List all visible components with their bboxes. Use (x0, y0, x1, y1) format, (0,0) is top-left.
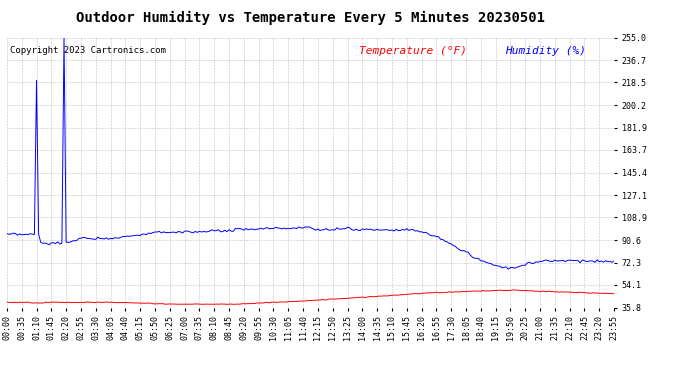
Text: Outdoor Humidity vs Temperature Every 5 Minutes 20230501: Outdoor Humidity vs Temperature Every 5 … (76, 11, 545, 26)
Text: Humidity (%): Humidity (%) (505, 46, 586, 56)
Text: Temperature (°F): Temperature (°F) (359, 46, 467, 56)
Text: Copyright 2023 Cartronics.com: Copyright 2023 Cartronics.com (10, 46, 166, 55)
